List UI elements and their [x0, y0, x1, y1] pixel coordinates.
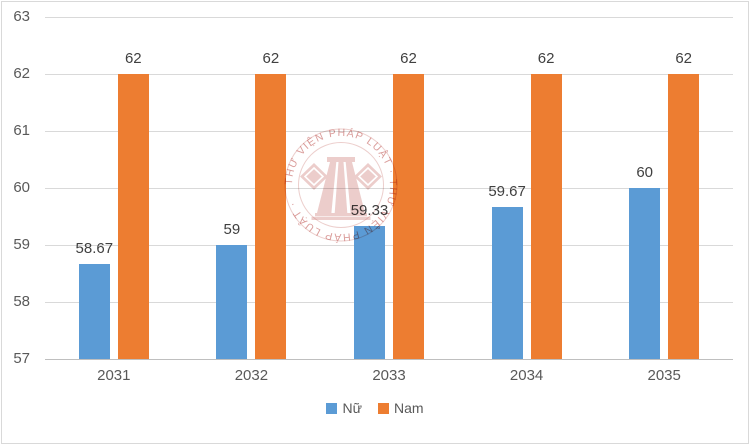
bar-Nam-2032: [255, 74, 287, 359]
data-label-Nam-2033: 62: [400, 50, 417, 67]
bar-Nữ-2031: [78, 263, 110, 359]
watermark-rings: [284, 128, 398, 242]
bar-Nữ-2035: [629, 188, 661, 359]
data-label-Nam-2031: 62: [124, 50, 142, 67]
gridline-59: [45, 245, 733, 246]
legend-label-Nữ: Nữ: [342, 400, 362, 416]
data-label-Nữ-2034: 59.67: [488, 182, 526, 200]
x-tick-2031: 2031: [97, 367, 131, 384]
data-label-Nam-2034: 62: [537, 50, 555, 67]
data-label-Nam-2035: 62: [675, 50, 693, 67]
x-tick-2034: 2034: [509, 367, 544, 384]
legend-label-Nam: Nam: [393, 400, 424, 416]
legend-item-Nữ: Nữ: [326, 400, 362, 416]
watermark-seal: THƯ VIỆN PHÁP LUẬT · THƯ VIỆN PHÁP LUẬT …: [283, 126, 398, 244]
data-label-Nữ-2031: 58.67: [75, 239, 114, 257]
y-tick-63: 63: [13, 8, 30, 25]
legend-swatch-Nữ: [326, 402, 338, 414]
x-tick-2033: 2033: [372, 367, 406, 384]
legend: Nữ Nam: [0, 400, 750, 416]
gridline-62: [45, 74, 733, 75]
x-tick-2035: 2035: [647, 367, 681, 384]
y-tick-58: 58: [13, 293, 30, 310]
bar-Nam-2035: [668, 74, 700, 359]
legend-swatch-Nam: [377, 402, 389, 414]
x-tick-2032: 2032: [234, 367, 269, 384]
y-tick-60: 60: [13, 179, 30, 196]
gridline-63: [45, 17, 733, 18]
y-tick-59: 59: [13, 236, 30, 253]
bar-Nữ-2033: [354, 226, 385, 359]
y-tick-57: 57: [13, 350, 30, 367]
data-label-Nam-2032: 62: [262, 50, 280, 67]
data-label-Nữ-2032: 59: [223, 221, 241, 238]
x-axis-line: [45, 359, 733, 360]
bar-Nữ-2032: [216, 245, 248, 359]
bar-Nam-2033: [393, 74, 424, 359]
bar-Nữ-2034: [491, 206, 523, 359]
legend-item-Nam: Nam: [377, 400, 424, 416]
y-tick-62: 62: [13, 65, 30, 82]
bar-Nam-2034: [530, 74, 562, 359]
data-label-Nữ-2035: 60: [636, 164, 654, 181]
y-tick-61: 61: [13, 122, 30, 139]
bar-Nam-2031: [117, 74, 149, 359]
gridline-58: [45, 302, 733, 303]
